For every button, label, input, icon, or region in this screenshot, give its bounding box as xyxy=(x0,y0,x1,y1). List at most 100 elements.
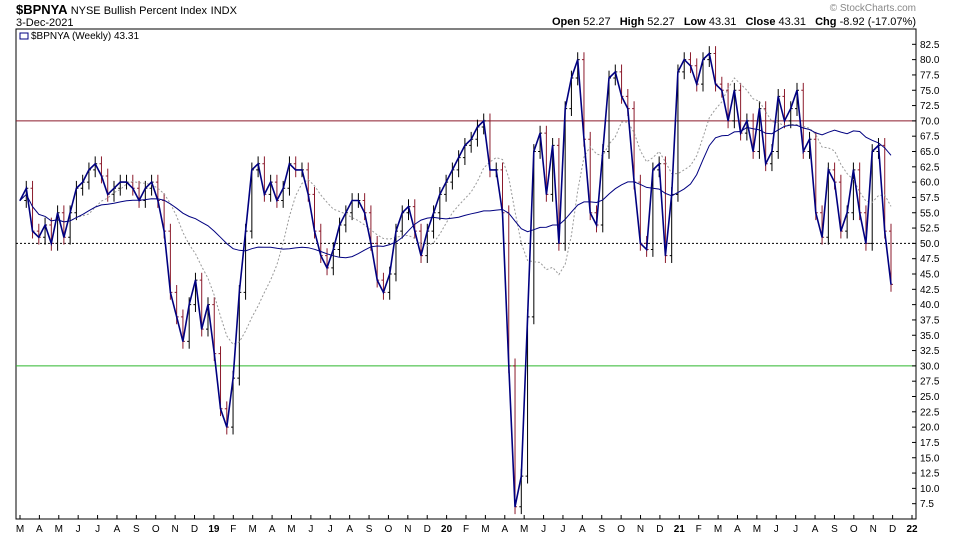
plot-area xyxy=(15,28,917,520)
price-point xyxy=(570,77,573,79)
price-point xyxy=(796,89,798,91)
price-point xyxy=(658,163,660,165)
price-point xyxy=(345,212,347,214)
x-tick-label: 19 xyxy=(208,524,220,535)
stockcharts-brand[interactable]: © StockCharts.com xyxy=(830,3,916,14)
price-point xyxy=(740,132,742,134)
long-moving-average-line xyxy=(19,124,892,259)
legend-swatch xyxy=(19,32,29,40)
price-point xyxy=(733,89,735,91)
y-tick-label: 65.0 xyxy=(920,147,940,158)
y-tick-label: 17.5 xyxy=(920,438,940,449)
x-tick-label: A xyxy=(114,524,121,535)
price-point xyxy=(414,230,416,232)
price-point xyxy=(834,181,836,183)
price-point xyxy=(689,65,692,67)
price-point xyxy=(458,157,460,159)
price-point xyxy=(201,328,203,330)
price-point xyxy=(652,169,654,171)
price-point xyxy=(132,187,134,189)
x-tick-label: J xyxy=(774,524,779,535)
x-tick-label: A xyxy=(269,524,276,535)
y-tick-label: 52.5 xyxy=(920,224,940,235)
price-point xyxy=(295,169,297,171)
y-tick-label: 47.5 xyxy=(920,254,940,265)
x-tick-label: J xyxy=(541,524,546,535)
low-label: Low xyxy=(683,16,706,28)
price-point xyxy=(608,77,610,79)
price-point xyxy=(790,108,792,110)
price-point xyxy=(213,353,215,355)
x-tick-label: M xyxy=(520,524,528,535)
price-point xyxy=(157,199,159,202)
price-point xyxy=(539,132,541,134)
price-point xyxy=(771,150,773,153)
price-point xyxy=(627,108,629,110)
price-point xyxy=(313,230,316,232)
y-tick-label: 37.5 xyxy=(920,315,940,326)
x-tick-label: J xyxy=(328,524,333,535)
price-point xyxy=(533,150,535,153)
chg-label: Chg xyxy=(815,16,837,28)
price-point xyxy=(338,224,341,226)
price-point xyxy=(382,291,385,293)
x-tick-label: D xyxy=(889,524,896,535)
y-tick-label: 50.0 xyxy=(920,239,940,250)
price-point xyxy=(150,181,153,183)
price-point xyxy=(301,169,303,171)
price-point xyxy=(451,169,453,171)
chart-header: $BPNYA NYSE Bullish Percent Index INDX 3… xyxy=(0,0,960,30)
y-tick-label: 72.5 xyxy=(920,101,940,112)
price-point xyxy=(100,175,103,177)
price-point xyxy=(370,242,372,244)
y-tick-label: 70.0 xyxy=(920,116,940,127)
legend: $BPNYA (Weekly) 43.31 xyxy=(19,31,139,42)
y-tick-label: 32.5 xyxy=(920,346,940,357)
price-point xyxy=(765,163,767,165)
x-tick-label: A xyxy=(812,524,819,535)
price-point xyxy=(671,193,673,195)
price-point xyxy=(602,150,604,153)
price-point xyxy=(207,304,209,306)
x-tick-label: J xyxy=(95,524,100,535)
y-tick-label: 80.0 xyxy=(920,55,940,66)
x-tick-label: M xyxy=(287,524,295,535)
x-tick-label: M xyxy=(481,524,489,535)
price-line xyxy=(19,51,892,507)
price-point xyxy=(721,89,723,91)
x-tick-label: O xyxy=(385,524,393,535)
price-point xyxy=(821,236,823,238)
price-point xyxy=(251,169,253,171)
y-tick-label: 15.0 xyxy=(920,453,940,464)
price-point xyxy=(407,206,410,208)
price-point xyxy=(75,187,77,189)
x-tick-label: M xyxy=(753,524,761,535)
price-point xyxy=(783,120,786,122)
price-point xyxy=(595,224,598,226)
price-point xyxy=(746,120,748,122)
symbol[interactable]: $BPNYA xyxy=(16,2,68,17)
price-point xyxy=(320,255,322,257)
price-point xyxy=(552,144,554,146)
x-tick-label: O xyxy=(850,524,858,535)
price-point xyxy=(226,426,228,428)
close-value: 43.31 xyxy=(778,16,807,28)
high-label: High xyxy=(619,16,645,28)
y-tick-label: 35.0 xyxy=(920,331,940,342)
price-point xyxy=(169,291,171,293)
price-point xyxy=(44,224,46,226)
price-point xyxy=(583,138,585,140)
price-point xyxy=(94,163,96,165)
x-tick-label: 22 xyxy=(906,524,918,535)
price-point xyxy=(351,199,353,202)
price-point xyxy=(777,95,779,97)
price-point xyxy=(176,316,178,318)
price-point xyxy=(871,150,873,153)
ohlc-readout: Open 52.27 High 52.27 Low 43.31 Close 43… xyxy=(552,16,916,28)
price-point xyxy=(270,181,272,183)
x-tick-label: O xyxy=(152,524,160,535)
x-tick-label: J xyxy=(308,524,313,535)
y-tick-label: 45.0 xyxy=(920,270,940,281)
price-point xyxy=(188,304,190,306)
